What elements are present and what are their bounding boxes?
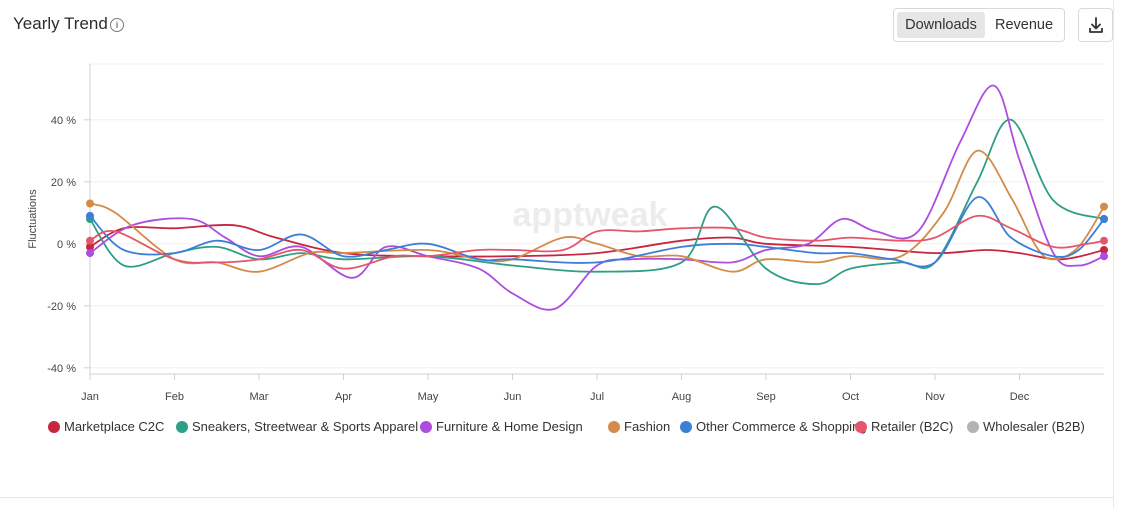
series-end-point[interactable]: [86, 211, 94, 220]
series-line[interactable]: [89, 149, 1105, 273]
x-tick-label: Aug: [672, 391, 692, 403]
series-line[interactable]: [89, 196, 1105, 268]
y-tick-label: 20 %: [51, 177, 76, 189]
watermark: apptweak: [513, 196, 668, 234]
series-end-point[interactable]: [86, 249, 94, 258]
x-tick-label: Feb: [165, 391, 184, 403]
series-end-point[interactable]: [1100, 246, 1108, 254]
series-end-point[interactable]: [86, 242, 94, 251]
toggle-downloads[interactable]: Downloads: [897, 12, 985, 38]
y-tick-label: -40 %: [47, 363, 76, 375]
legend-label: Other Commerce & Shopping: [696, 419, 867, 434]
y-tick-label: -20 %: [47, 301, 76, 313]
chart-title: Yearly Trend: [13, 14, 108, 33]
series-end-points: [86, 199, 1108, 261]
x-tick-label: Sep: [756, 391, 776, 403]
legend-swatch: [48, 421, 60, 433]
y-axis-label: Fluctuations: [27, 189, 39, 249]
x-tick-label: Mar: [250, 391, 269, 403]
divider: [0, 497, 1113, 498]
legend-swatch: [608, 421, 620, 433]
series-line[interactable]: [89, 214, 1105, 270]
y-tick-label: 40 %: [51, 115, 76, 127]
x-tick-label: Jan: [81, 391, 99, 403]
legend-label: Marketplace C2C: [64, 419, 165, 434]
series-end-point[interactable]: [1100, 236, 1108, 245]
series-end-point[interactable]: [86, 236, 94, 245]
series-lines: [89, 84, 1105, 311]
series-line[interactable]: [89, 223, 1105, 261]
toggle-revenue[interactable]: Revenue: [994, 17, 1054, 33]
series-end-point[interactable]: [1100, 215, 1108, 223]
legend-swatch: [680, 421, 692, 433]
x-tick-label: Nov: [925, 391, 945, 403]
legend-label: Sneakers, Streetwear & Sports Apparel: [192, 419, 419, 434]
y-tick-label: 0 %: [57, 239, 76, 251]
legend-swatch: [420, 421, 432, 433]
download-button[interactable]: [1078, 8, 1113, 42]
grid-lines: [90, 63, 1104, 369]
divider: [1113, 0, 1114, 508]
series-line[interactable]: [89, 118, 1105, 286]
legend-swatch: [855, 421, 867, 433]
legend-label: Fashion: [624, 419, 671, 434]
legend-label: Wholesaler (B2B): [983, 419, 1085, 434]
legend-swatch: [967, 421, 979, 433]
x-tick-labels: Jan Feb Mar Apr May Jun Jul Aug Sep Oct Nov Dec: [81, 391, 1030, 403]
legend-label: Retailer (B2C): [871, 419, 954, 434]
legend-label: Furniture & Home Design: [436, 419, 583, 434]
x-tick-label: Jun: [504, 391, 522, 403]
x-tick-label: Dec: [1010, 391, 1030, 403]
x-tick-label: Jul: [590, 391, 604, 403]
info-icon[interactable]: i: [110, 18, 124, 32]
y-tick-labels: -40 % -20 % 0 % 20 % 40 %: [47, 115, 76, 375]
series-end-point[interactable]: [1100, 202, 1108, 211]
x-tick-label: Apr: [335, 391, 352, 403]
metric-toggle: Downloads Revenue: [893, 8, 1065, 42]
x-tick-label: Oct: [842, 391, 859, 403]
series-line[interactable]: [89, 84, 1105, 311]
x-tick-label: May: [418, 391, 439, 403]
series-end-point[interactable]: [1100, 252, 1108, 261]
line-chart: apptweak -40 % -20 % 0 % 20 % 40 % Jan Feb Mar…: [27, 63, 1108, 403]
legend-swatch: [176, 421, 188, 433]
series-end-point[interactable]: [86, 199, 94, 208]
download-icon: [1089, 17, 1103, 33]
